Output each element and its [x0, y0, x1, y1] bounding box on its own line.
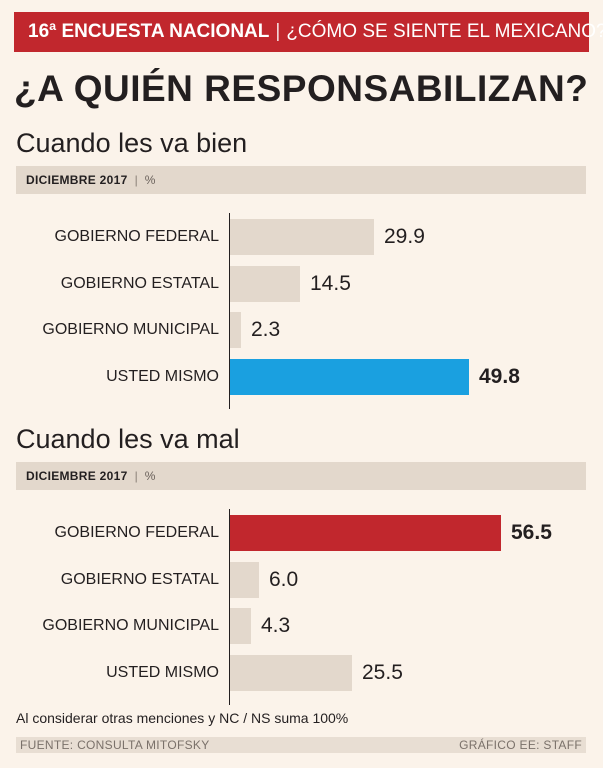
- survey-label: 16ª ENCUESTA NACIONAL: [28, 21, 270, 42]
- category-label: GOBIERNO FEDERAL: [54, 524, 219, 541]
- value-label: 6.0: [269, 567, 299, 591]
- chart-axis: [229, 509, 230, 705]
- value-label: 4.3: [261, 614, 291, 637]
- section-title-bad: Cuando les va mal: [16, 424, 240, 454]
- chart-good: GOBIERNO FEDERAL 29.9 GOBIERNO ESTATAL 14.5…: [0, 213, 603, 409]
- header-banner: 16ª ENCUESTA NACIONAL | ¿CÓMO SE SIENTE …: [14, 12, 603, 52]
- value-label: 49.8: [479, 364, 520, 388]
- period-label: DICIEMBRE 2017: [26, 469, 128, 483]
- page-title: ¿A QUIÉN RESPONSABILIZAN?: [14, 68, 589, 109]
- unit-label: %: [144, 173, 156, 187]
- bar: [230, 515, 501, 551]
- category-label: USTED MISMO: [106, 663, 219, 681]
- category-label: GOBIERNO ESTATAL: [60, 274, 219, 292]
- category-label: GOBIERNO ESTATAL: [60, 570, 219, 588]
- value-label: 29.9: [384, 225, 425, 248]
- category-label: USTED MISMO: [106, 367, 219, 385]
- bar: [230, 312, 241, 348]
- footnote: Al considerar otras menciones y NC / NS …: [16, 710, 349, 726]
- category-label: GOBIERNO MUNICIPAL: [42, 617, 219, 634]
- period-bar-good: DICIEMBRE 2017 | %: [16, 166, 586, 194]
- bar: [230, 608, 251, 644]
- value-label: 56.5: [511, 521, 552, 544]
- period-label: DICIEMBRE 2017: [26, 173, 128, 187]
- category-label: GOBIERNO FEDERAL: [54, 228, 219, 245]
- value-label: 25.5: [362, 660, 403, 684]
- section-title-good: Cuando les va bien: [16, 128, 248, 158]
- bar: [230, 654, 352, 691]
- value-label: 14.5: [310, 271, 351, 295]
- value-label: 2.3: [251, 318, 281, 341]
- bar: [230, 358, 469, 395]
- period-bar-bad: DICIEMBRE 2017 | %: [16, 462, 586, 490]
- bar: [230, 265, 300, 302]
- chart-axis: [229, 213, 230, 409]
- period-separator: |: [134, 173, 138, 187]
- category-label: GOBIERNO MUNICIPAL: [42, 321, 219, 338]
- chart-bad: GOBIERNO FEDERAL 56.5 GOBIERNO ESTATAL 6.0 G…: [0, 509, 603, 705]
- unit-label: %: [144, 469, 156, 483]
- graphic-credit: GRÁFICO EE: STAFF: [459, 738, 582, 752]
- footer-bar: FUENTE: CONSULTA MITOFSKY GRÁFICO EE: ST…: [16, 737, 586, 753]
- survey-question: ¿CÓMO SE SIENTE EL MEXICANO?: [286, 21, 603, 42]
- bar: [230, 561, 259, 598]
- bar: [230, 219, 374, 255]
- source-credit: FUENTE: CONSULTA MITOFSKY: [20, 738, 210, 752]
- period-separator: |: [134, 469, 138, 483]
- banner-separator: |: [275, 21, 281, 42]
